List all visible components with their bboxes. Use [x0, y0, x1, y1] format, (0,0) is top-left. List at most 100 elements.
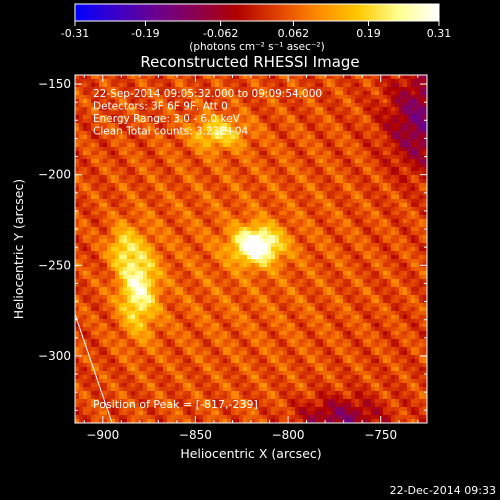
heatmap-cell — [227, 371, 231, 375]
heatmap-cell — [283, 379, 287, 383]
heatmap-cell — [115, 335, 119, 339]
heatmap-cell — [175, 111, 179, 115]
heatmap-cell — [87, 407, 91, 411]
heatmap-cell — [279, 391, 283, 395]
heatmap-cell — [91, 247, 95, 251]
heatmap-cell — [159, 371, 163, 375]
heatmap-cell — [135, 303, 139, 307]
heatmap-cell — [175, 83, 179, 87]
heatmap-cell — [123, 155, 127, 159]
heatmap-cell — [291, 247, 295, 251]
heatmap-cell — [83, 139, 87, 143]
heatmap-cell — [247, 75, 251, 79]
heatmap-cell — [231, 395, 235, 399]
heatmap-cell — [163, 207, 167, 211]
heatmap-cell — [183, 155, 187, 159]
heatmap-cell — [235, 207, 239, 211]
heatmap-cell — [231, 195, 235, 199]
heatmap-cell — [183, 339, 187, 343]
heatmap-cell — [91, 347, 95, 351]
heatmap-cell — [259, 239, 263, 243]
heatmap-cell — [91, 359, 95, 363]
heatmap-cell — [119, 299, 123, 303]
heatmap-cell — [259, 207, 263, 211]
heatmap-cell — [303, 91, 307, 95]
heatmap-cell — [227, 415, 231, 419]
heatmap-cell — [107, 295, 111, 299]
heatmap-cell — [147, 163, 151, 167]
heatmap-cell — [235, 199, 239, 203]
heatmap-cell — [215, 407, 219, 411]
heatmap-cell — [227, 247, 231, 251]
heatmap-cell — [139, 75, 143, 79]
heatmap-cell — [91, 135, 95, 139]
heatmap-cell — [115, 343, 119, 347]
heatmap-cell — [291, 219, 295, 223]
heatmap-cell — [195, 307, 199, 311]
heatmap-cell — [247, 219, 251, 223]
heatmap-cell — [251, 111, 255, 115]
heatmap-cell — [111, 371, 115, 375]
heatmap-cell — [87, 87, 91, 91]
heatmap-cell — [295, 179, 299, 183]
heatmap-cell — [279, 235, 283, 239]
heatmap-cell — [243, 207, 247, 211]
heatmap-cell — [199, 227, 203, 231]
heatmap-cell — [271, 147, 275, 151]
heatmap-cell — [211, 363, 215, 367]
heatmap-cell — [163, 227, 167, 231]
heatmap-cell — [143, 115, 147, 119]
heatmap-cell — [87, 115, 91, 119]
heatmap-cell — [155, 375, 159, 379]
heatmap-cell — [191, 343, 195, 347]
heatmap-cell — [143, 147, 147, 151]
heatmap-cell — [295, 223, 299, 227]
heatmap-cell — [87, 399, 91, 403]
heatmap-cell — [91, 311, 95, 315]
heatmap-cell — [127, 235, 131, 239]
heatmap-cell — [79, 107, 83, 111]
heatmap-cell — [219, 415, 223, 419]
heatmap-cell — [287, 355, 291, 359]
heatmap-cell — [255, 139, 259, 143]
heatmap-cell — [231, 167, 235, 171]
heatmap-cell — [103, 379, 107, 383]
heatmap-cell — [99, 95, 103, 99]
heatmap-cell — [223, 211, 227, 215]
heatmap-cell — [79, 115, 83, 119]
heatmap-cell — [279, 151, 283, 155]
heatmap-cell — [175, 415, 179, 419]
heatmap-cell — [155, 291, 159, 295]
heatmap-cell — [267, 403, 271, 407]
heatmap-cell — [231, 131, 235, 135]
heatmap-cell — [83, 143, 87, 147]
heatmap-cell — [211, 411, 215, 415]
heatmap-cell — [291, 331, 295, 335]
heatmap-cell — [103, 307, 107, 311]
heatmap-cell — [243, 127, 247, 131]
heatmap-cell — [227, 119, 231, 123]
heatmap-cell — [203, 295, 207, 299]
heatmap-cell — [123, 103, 127, 107]
heatmap-cell — [271, 167, 275, 171]
heatmap-cell — [235, 75, 239, 79]
heatmap-cell — [135, 95, 139, 99]
heatmap-cell — [287, 123, 291, 127]
heatmap-cell — [231, 239, 235, 243]
heatmap-cell — [303, 83, 307, 87]
heatmap-cell — [215, 107, 219, 111]
heatmap-cell — [227, 343, 231, 347]
heatmap-cell — [171, 395, 175, 399]
heatmap-cell — [275, 363, 279, 367]
heatmap-cell — [183, 379, 187, 383]
heatmap-cell — [151, 347, 155, 351]
heatmap-cell — [179, 395, 183, 399]
heatmap-cell — [99, 243, 103, 247]
heatmap-cell — [187, 111, 191, 115]
heatmap-cell — [139, 363, 143, 367]
heatmap-cell — [283, 91, 287, 95]
heatmap-cell — [275, 291, 279, 295]
heatmap-cell — [123, 391, 127, 395]
heatmap-cell — [87, 411, 91, 415]
heatmap-cell — [243, 231, 247, 235]
